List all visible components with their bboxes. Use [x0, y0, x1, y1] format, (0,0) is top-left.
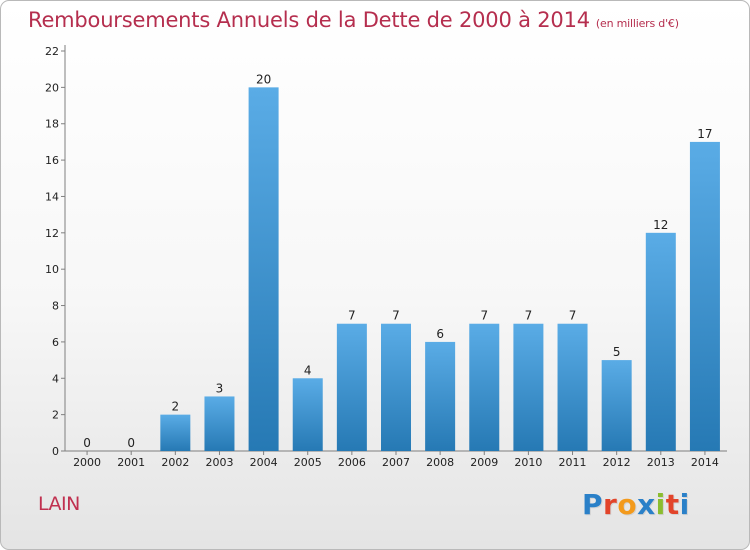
logo-letter: i — [679, 488, 690, 521]
chart-title: Remboursements Annuels de la Dette de 20… — [28, 8, 679, 32]
bar — [204, 396, 235, 451]
y-tick-label: 16 — [45, 154, 59, 167]
bar-value-label: 4 — [304, 363, 312, 377]
bar — [160, 414, 191, 451]
logo-letter: r — [603, 488, 618, 521]
logo-letter: x — [637, 488, 656, 521]
x-tick-label: 2012 — [603, 456, 631, 469]
x-tick-label: 2010 — [514, 456, 542, 469]
y-tick-label: 6 — [52, 336, 59, 349]
bar-value-label: 17 — [697, 127, 712, 141]
bar-value-label: 3 — [216, 381, 224, 395]
y-tick-label: 14 — [45, 190, 59, 203]
bar-value-label: 7 — [525, 309, 533, 323]
x-tick-label: 2013 — [647, 456, 675, 469]
y-tick-label: 12 — [45, 227, 59, 240]
y-tick-label: 0 — [52, 445, 59, 458]
x-tick-label: 2008 — [426, 456, 454, 469]
y-tick-label: 10 — [45, 263, 59, 276]
y-tick-label: 18 — [45, 118, 59, 131]
x-tick-label: 2006 — [338, 456, 366, 469]
bar — [557, 323, 588, 451]
bar — [336, 323, 367, 451]
bar — [469, 323, 500, 451]
bar — [381, 323, 411, 451]
bar-value-label: 7 — [348, 309, 356, 323]
y-tick-label: 4 — [52, 372, 59, 385]
bar-value-label: 0 — [83, 436, 91, 450]
x-tick-label: 2000 — [73, 456, 101, 469]
x-tick-label: 2011 — [559, 456, 587, 469]
x-tick-label: 2005 — [294, 456, 322, 469]
x-tick-label: 2001 — [117, 456, 145, 469]
bar-value-label: 7 — [480, 309, 488, 323]
bar-value-label: 7 — [392, 309, 400, 323]
bar-value-label: 20 — [256, 72, 271, 86]
logo-letter: t — [665, 488, 680, 521]
chart-unit: (en milliers d'€) — [595, 17, 679, 30]
bar — [292, 378, 323, 451]
bar — [601, 360, 632, 451]
bar — [425, 341, 456, 451]
logo-letter: i — [655, 488, 666, 521]
y-tick-label: 8 — [52, 300, 59, 313]
bar-value-label: 12 — [653, 218, 668, 232]
bar — [248, 87, 279, 451]
y-tick-label: 20 — [45, 81, 59, 94]
bar-value-label: 7 — [569, 309, 577, 323]
bar — [645, 232, 676, 451]
x-tick-label: 2003 — [205, 456, 233, 469]
y-tick-label: 2 — [52, 409, 59, 422]
logo-letter: P — [582, 488, 604, 521]
y-tick-label: 22 — [45, 45, 59, 58]
bar — [689, 141, 720, 451]
proxiti-logo[interactable]: Proxiti — [582, 488, 690, 521]
bar — [513, 323, 544, 451]
bar-value-label: 2 — [172, 400, 180, 414]
logo-letter: o — [617, 488, 638, 521]
x-tick-label: 2009 — [470, 456, 498, 469]
bar-value-label: 0 — [127, 436, 135, 450]
bar-value-label: 6 — [436, 327, 444, 341]
commune-name: LAIN — [38, 493, 80, 515]
x-tick-label: 2007 — [382, 456, 410, 469]
x-tick-label: 2014 — [691, 456, 719, 469]
x-tick-label: 2004 — [250, 456, 278, 469]
chart-title-text: Remboursements Annuels de la Dette de 20… — [28, 8, 590, 32]
x-tick-label: 2002 — [161, 456, 189, 469]
bar-value-label: 5 — [613, 345, 621, 359]
